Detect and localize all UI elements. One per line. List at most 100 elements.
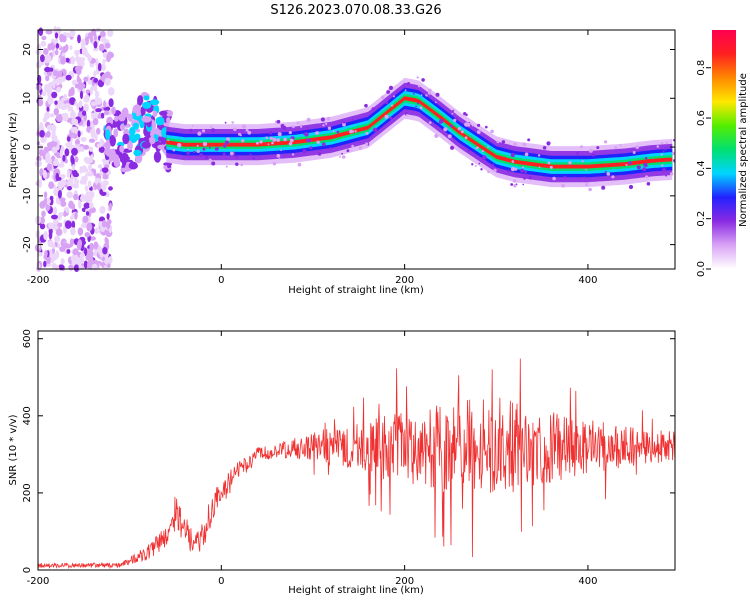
colorbar-ticks: 0.0 0.2 0.4 0.6 0.8 [696,60,711,277]
ridge-speckle [435,92,440,97]
ridge-speckle [514,167,518,171]
noise-speckle [93,77,99,83]
noise-speckle [38,149,45,157]
ridge-speckle [225,165,228,168]
noise-speckle [87,180,92,188]
noise-speckle [90,112,96,120]
ridge-speckle [247,130,252,135]
noise-speckle [69,140,73,147]
noise-speckle [66,249,71,254]
ridge-speckle [202,147,206,151]
x-tick-label: -200 [27,275,50,286]
ridge-speckle [656,145,660,148]
noise-speckle [85,211,90,216]
noise-speckle [51,253,58,261]
ridge-speckle [478,162,481,165]
noise-speckle [40,136,47,144]
noise-speckle [42,169,47,179]
noise-speckle [93,46,99,52]
noise-speckle [73,193,79,201]
noise-speckle [84,173,88,183]
ridge-speckle [235,155,239,159]
ridge-speckle [272,137,277,142]
ridge-speckle [184,159,187,162]
noise-speckle [66,191,74,199]
colorbar-tick-label: 0.4 [696,160,707,176]
noise-speckle [61,199,65,207]
ridge-speckle [452,109,455,112]
ridge-speckle [354,130,357,133]
ridge-speckle [351,119,354,121]
noise-speckle [64,148,70,157]
ridge-speckle [576,151,580,155]
ridge-speckle [480,168,483,171]
transition-blob [119,123,125,131]
ridge-speckle [404,89,407,91]
noise-speckle [93,84,98,92]
ridge-speckle [524,152,529,157]
ridge-speckle [303,132,307,136]
ridge-speckle [583,176,586,179]
ridge-speckle [642,167,647,172]
noise-speckle [66,181,72,186]
ridge-speckle [167,164,172,169]
noise-speckle [97,164,103,169]
x-tick-label: 200 [395,275,414,286]
ridge-speckle [231,121,234,124]
noise-speckle [90,101,97,107]
noise-speckle [41,35,47,41]
snr-marks [37,358,676,570]
ridge-speckle [269,136,273,140]
ridge-speckle [552,176,556,181]
ridge-speckle [211,128,216,133]
ridge-speckle [364,103,368,108]
ridge-speckle [300,125,303,128]
noise-speckle [81,47,88,56]
ridge-speckle [475,147,478,150]
noise-speckle [43,260,47,268]
snr-xlabel: Height of straight line (km) [288,585,424,596]
noise-speckle [39,223,46,230]
ridge-speckle [471,124,474,127]
noise-speckle [39,130,45,138]
transition-blob [141,141,151,149]
noise-speckle [108,186,113,191]
noise-speckle [87,250,94,258]
ridge-speckle [241,139,245,143]
colorbar-tick-label: 0.0 [696,261,707,277]
noise-speckle [89,86,94,95]
noise-speckle [89,202,94,209]
ridge-speckle [538,166,541,168]
y-tick-label: -20 [22,236,33,252]
ridge-speckle [580,145,584,149]
transition-blob [148,136,156,145]
ridge-speckle [611,175,615,179]
transition-blob [111,106,116,115]
noise-speckle [70,126,78,133]
ridge-speckle [547,161,551,165]
noise-speckle [69,215,74,220]
noise-speckle [68,92,72,97]
ridge-speckle [309,147,312,150]
colorbar-tick-label: 0.8 [696,60,707,76]
ridge-speckle [417,102,420,105]
noise-speckle [77,34,81,44]
noise-speckle [56,100,63,109]
noise-speckle [57,163,65,168]
noise-speckle [106,213,110,220]
ridge-speckle [332,130,335,133]
ridge-speckle [455,117,459,121]
noise-speckle [83,260,88,269]
ridge-speckle [199,153,204,158]
noise-speckle [70,227,76,236]
noise-speckle [86,119,91,128]
ridge-speckle [661,164,664,167]
noise-speckle [73,264,80,273]
ridge-speckle [291,153,295,156]
noise-speckle [43,191,48,199]
ridge-speckle [193,150,196,154]
ridge-speckle [299,124,302,126]
ridge-speckle [259,141,261,143]
noise-speckle [101,158,107,163]
y-tick-label: 200 [22,483,33,502]
